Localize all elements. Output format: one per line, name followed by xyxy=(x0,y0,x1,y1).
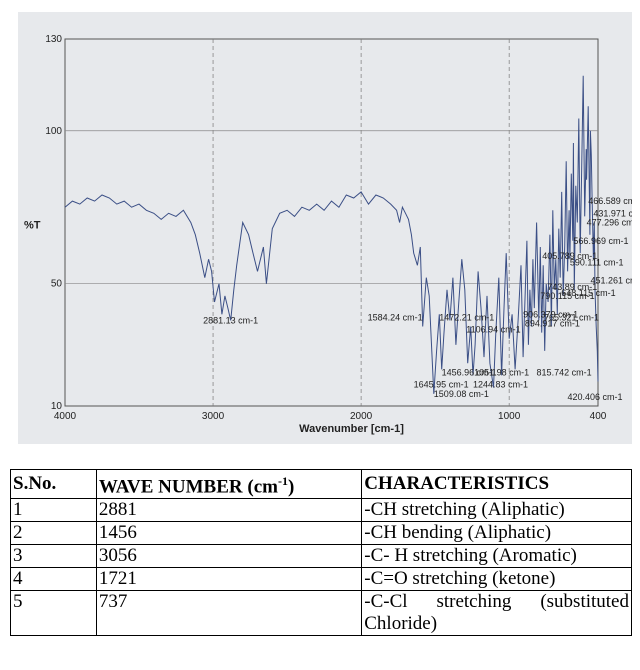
peak-label: 765.321 cm-1 xyxy=(544,312,599,322)
cell-characteristic: -CH stretching (Aliphatic) xyxy=(361,498,632,523)
cell-sno: 1 xyxy=(10,498,97,523)
header-wave-number-text: WAVE NUMBER (cm xyxy=(98,476,278,498)
cell-characteristic: -C-Cl stretching (substituted Chloride) xyxy=(361,590,632,637)
cell-characteristic: -C=O stretching (ketone) xyxy=(361,567,632,592)
x-tick-label: 400 xyxy=(590,411,607,422)
cell-wave-number: 1456 xyxy=(95,521,363,546)
characteristics-table: S.No. WAVE NUMBER (cm-1) CHARACTERISTICS… xyxy=(10,468,632,637)
table-row: 1 2881 -CH stretching (Aliphatic) xyxy=(10,498,632,523)
y-tick-label: 50 xyxy=(51,279,63,290)
x-tick-label: 1000 xyxy=(498,411,521,422)
y-tick-label: 100 xyxy=(45,126,62,137)
cell-sno: 5 xyxy=(10,590,97,637)
cell-characteristic: -CH bending (Aliphatic) xyxy=(361,521,632,546)
plot-frame xyxy=(64,38,599,407)
peak-label: 648.115 cm-1 xyxy=(561,288,615,298)
cell-sno: 4 xyxy=(10,567,97,592)
peak-label: 2881.13 cm-1 xyxy=(203,315,258,325)
peak-label: 1456.96 cm-1 xyxy=(442,367,497,377)
ir-spectrum-chart: 4000 3000 2000 1000 400 130 100 50 10 Wavenumber … xyxy=(24,34,632,435)
cell-sno: 3 xyxy=(10,544,97,569)
header-wave-number-exponent: -1 xyxy=(277,474,288,488)
peak-label: 1472.21 cm-1 xyxy=(439,312,494,322)
y-tick-label: 10 xyxy=(51,401,63,412)
peak-label: 1645.95 cm-1 xyxy=(414,380,469,390)
peak-label: 1106.94 cm-1 xyxy=(466,325,520,335)
cell-wave-number: 1721 xyxy=(95,567,363,592)
peak-label: 477.296 cm-1 xyxy=(587,218,632,228)
peak-label: 431.971 cm-1 xyxy=(593,208,632,218)
peak-label: 590.111 cm-1 xyxy=(570,257,624,267)
spectrum-line xyxy=(64,75,599,394)
spectrum-photo: 4000 3000 2000 1000 400 130 100 50 10 Wavenumber … xyxy=(18,12,632,444)
x-tick-label: 4000 xyxy=(54,411,77,422)
header-wave-number-close: ) xyxy=(287,476,295,498)
table-row: 4 1721 -C=O stretching (ketone) xyxy=(10,567,632,592)
cell-wave-number: 737 xyxy=(95,590,363,637)
cell-sno: 2 xyxy=(10,521,97,546)
table-row: 3 3056 -C- H stretching (Aromatic) xyxy=(10,544,632,569)
cell-wave-number: 2881 xyxy=(95,498,363,523)
header-characteristics: CHARACTERISTICS xyxy=(361,468,632,500)
peak-label: 790.115 cm-1 xyxy=(540,291,594,301)
peak-label: 894.917 cm-1 xyxy=(525,318,580,328)
peak-label: 1509.08 cm-1 xyxy=(434,389,489,399)
peak-label: 1244.83 cm-1 xyxy=(473,380,528,390)
cell-wave-number: 3056 xyxy=(95,544,363,569)
peak-label: 466.589 cm-1 xyxy=(588,196,632,206)
x-tick-label: 2000 xyxy=(350,411,373,422)
peak-label: 451.261 cm-1 xyxy=(590,276,632,286)
peak-label: 566.969 cm-1 xyxy=(573,236,628,246)
peak-label: 906.379 cm-1 xyxy=(523,309,578,319)
peak-label: 1051.98 cm-1 xyxy=(474,367,529,377)
y-tick-label: 130 xyxy=(45,34,62,45)
header-wave-number: WAVE NUMBER (cm-1) xyxy=(95,468,363,500)
peak-label: 743.89 cm-1 xyxy=(547,282,597,292)
table-row: 2 1456 -CH bending (Aliphatic) xyxy=(10,521,632,546)
peak-label: 405.789 cm-1 xyxy=(542,251,597,261)
cell-characteristic: -C- H stretching (Aromatic) xyxy=(361,544,632,569)
y-axis-label: %T xyxy=(24,220,41,232)
table-header-row: S.No. WAVE NUMBER (cm-1) CHARACTERISTICS xyxy=(10,468,632,500)
table-row: 5 737 -C-Cl stretching (substituted Chlo… xyxy=(10,590,632,637)
peak-label: 420.406 cm-1 xyxy=(568,392,623,402)
x-axis-label: Wavenumber [cm-1] xyxy=(299,423,404,435)
peak-label: 1584.24 cm-1 xyxy=(368,312,423,322)
header-sno: S.No. xyxy=(10,468,97,500)
peak-label: 815.742 cm-1 xyxy=(537,367,592,377)
x-tick-label: 3000 xyxy=(202,411,225,422)
